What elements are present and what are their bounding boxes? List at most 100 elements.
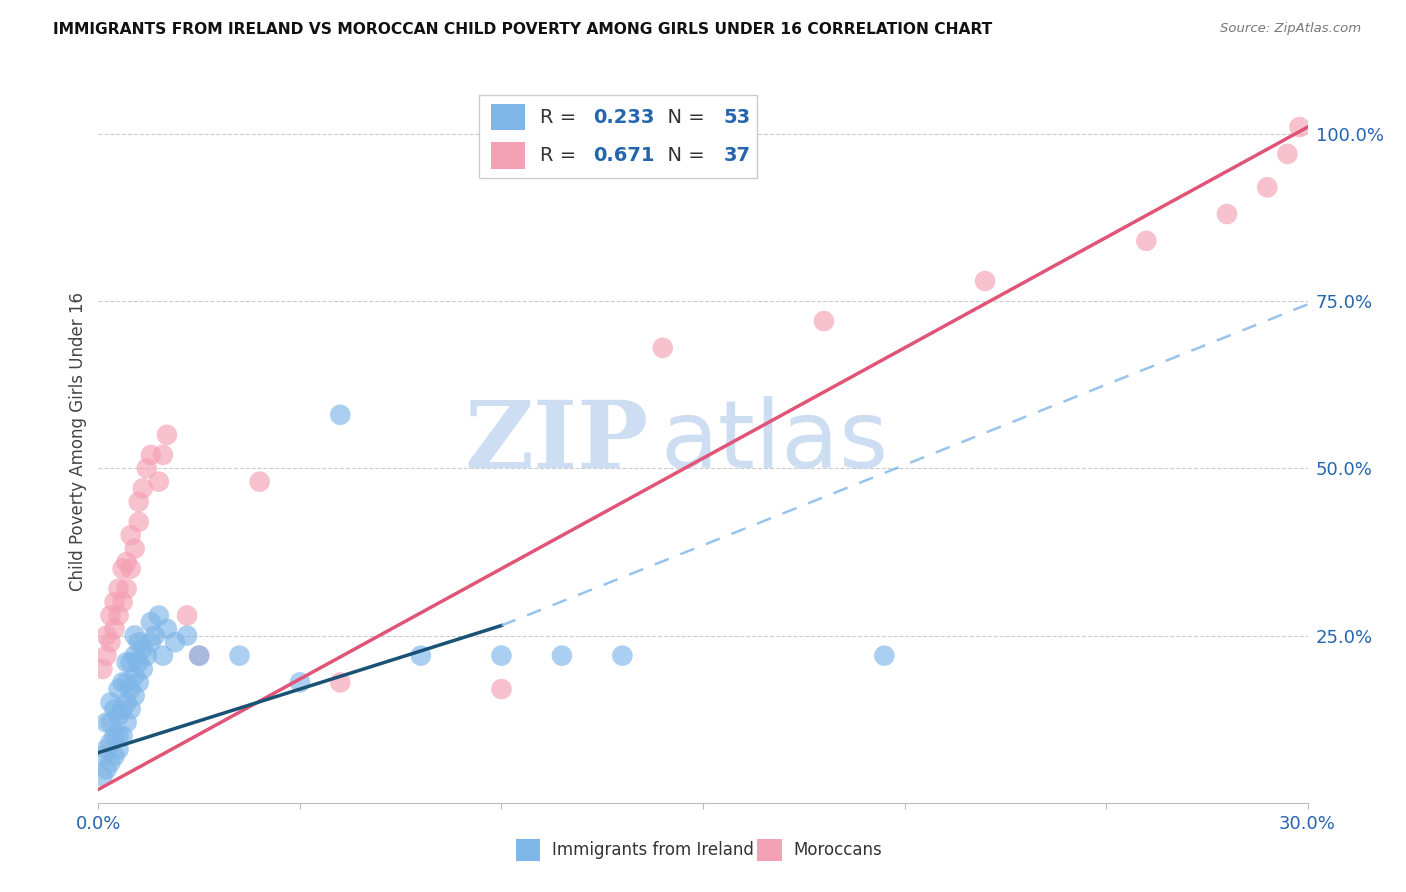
Point: [1216, 207, 1239, 221]
Point: [115, 696, 138, 710]
Point: [120, 562, 142, 576]
Point: [111, 562, 134, 576]
Bar: [492, 103, 526, 130]
Text: 53: 53: [724, 108, 751, 127]
Point: [551, 648, 574, 663]
Point: [124, 628, 146, 642]
Y-axis label: Child Poverty Among Girls Under 16: Child Poverty Among Girls Under 16: [69, 292, 87, 591]
Bar: [492, 142, 526, 169]
Point: [128, 494, 150, 508]
Point: [124, 669, 146, 683]
Text: R =: R =: [540, 146, 582, 165]
Point: [115, 675, 138, 690]
Text: 0.671: 0.671: [593, 146, 654, 165]
Point: [96, 762, 118, 776]
Point: [156, 427, 179, 442]
Point: [651, 341, 673, 355]
Point: [100, 635, 122, 649]
Point: [111, 729, 134, 743]
Point: [491, 681, 513, 696]
Point: [132, 662, 155, 676]
Point: [128, 655, 150, 669]
Point: [329, 675, 352, 690]
Point: [124, 689, 146, 703]
Point: [107, 708, 129, 723]
Point: [100, 608, 122, 623]
Point: [111, 675, 134, 690]
Text: Immigrants from Ireland: Immigrants from Ireland: [551, 841, 754, 859]
Point: [107, 729, 129, 743]
Point: [163, 635, 186, 649]
Point: [107, 582, 129, 596]
Point: [612, 648, 634, 663]
Point: [152, 648, 174, 663]
Point: [111, 702, 134, 716]
Text: R =: R =: [540, 108, 582, 127]
Point: [100, 756, 122, 770]
Point: [91, 749, 114, 764]
Bar: [516, 838, 540, 861]
Point: [249, 475, 271, 489]
Point: [1256, 180, 1278, 194]
Point: [1135, 234, 1157, 248]
Point: [103, 749, 125, 764]
Point: [139, 448, 162, 462]
Point: [873, 648, 896, 663]
Point: [329, 408, 352, 422]
Point: [91, 769, 114, 783]
Point: [115, 655, 138, 669]
Point: [107, 681, 129, 696]
Point: [188, 648, 211, 663]
Point: [152, 448, 174, 462]
Text: IMMIGRANTS FROM IRELAND VS MOROCCAN CHILD POVERTY AMONG GIRLS UNDER 16 CORRELATI: IMMIGRANTS FROM IRELAND VS MOROCCAN CHIL…: [53, 22, 993, 37]
Point: [103, 622, 125, 636]
Point: [100, 715, 122, 730]
Point: [132, 482, 155, 496]
Point: [135, 648, 157, 663]
Point: [128, 675, 150, 690]
Point: [491, 648, 513, 663]
Point: [156, 622, 179, 636]
Point: [100, 696, 122, 710]
Point: [228, 648, 250, 663]
Point: [96, 628, 118, 642]
Point: [139, 635, 162, 649]
Point: [409, 648, 432, 663]
Point: [107, 742, 129, 756]
Point: [124, 541, 146, 556]
Point: [103, 702, 125, 716]
Point: [111, 595, 134, 609]
Point: [115, 715, 138, 730]
Point: [120, 655, 142, 669]
Point: [1277, 147, 1299, 161]
Point: [128, 515, 150, 529]
Point: [813, 314, 835, 328]
Point: [124, 648, 146, 663]
Text: N =: N =: [655, 108, 710, 127]
Text: ZIP: ZIP: [464, 397, 648, 486]
Point: [120, 702, 142, 716]
Text: atlas: atlas: [661, 395, 889, 488]
Point: [120, 528, 142, 542]
Point: [176, 608, 198, 623]
Text: 37: 37: [724, 146, 751, 165]
Point: [139, 615, 162, 630]
Point: [288, 675, 311, 690]
Point: [143, 628, 166, 642]
Text: Moroccans: Moroccans: [794, 841, 883, 859]
Point: [128, 635, 150, 649]
Text: 0.233: 0.233: [593, 108, 654, 127]
Bar: [758, 838, 782, 861]
Point: [115, 582, 138, 596]
Point: [103, 729, 125, 743]
Point: [188, 648, 211, 663]
Point: [135, 461, 157, 475]
Point: [96, 742, 118, 756]
Point: [100, 735, 122, 749]
Point: [91, 662, 114, 676]
Point: [120, 681, 142, 696]
Point: [103, 595, 125, 609]
Point: [132, 642, 155, 657]
Point: [1288, 120, 1310, 135]
Text: Source: ZipAtlas.com: Source: ZipAtlas.com: [1220, 22, 1361, 36]
